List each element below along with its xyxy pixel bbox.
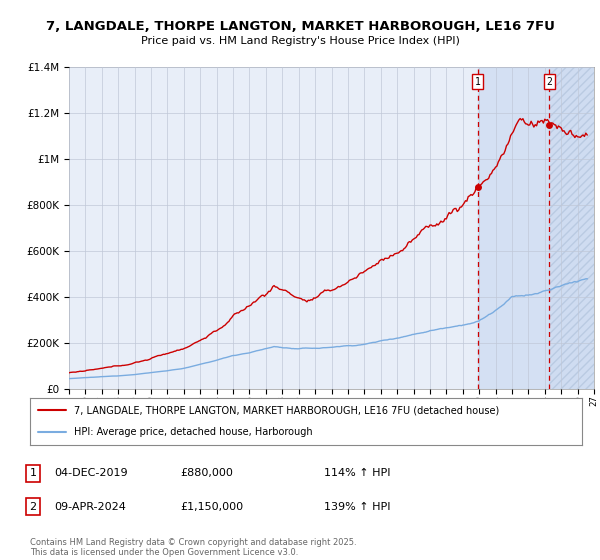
Text: 7, LANGDALE, THORPE LANGTON, MARKET HARBOROUGH, LE16 7FU: 7, LANGDALE, THORPE LANGTON, MARKET HARB… bbox=[46, 20, 554, 32]
Text: 2: 2 bbox=[29, 502, 37, 512]
Bar bbox=[478, 67, 594, 389]
Text: HPI: Average price, detached house, Harborough: HPI: Average price, detached house, Harb… bbox=[74, 427, 313, 437]
Text: 04-DEC-2019: 04-DEC-2019 bbox=[54, 468, 128, 478]
Text: Price paid vs. HM Land Registry's House Price Index (HPI): Price paid vs. HM Land Registry's House … bbox=[140, 36, 460, 46]
Text: 2: 2 bbox=[546, 77, 552, 87]
Text: £1,150,000: £1,150,000 bbox=[180, 502, 243, 512]
Text: 114% ↑ HPI: 114% ↑ HPI bbox=[324, 468, 391, 478]
Text: 09-APR-2024: 09-APR-2024 bbox=[54, 502, 126, 512]
Text: Contains HM Land Registry data © Crown copyright and database right 2025.
This d: Contains HM Land Registry data © Crown c… bbox=[30, 538, 356, 557]
Text: 1: 1 bbox=[475, 77, 481, 87]
Text: £880,000: £880,000 bbox=[180, 468, 233, 478]
Text: 1: 1 bbox=[29, 468, 37, 478]
Text: 139% ↑ HPI: 139% ↑ HPI bbox=[324, 502, 391, 512]
Bar bbox=[549, 67, 594, 389]
Text: 7, LANGDALE, THORPE LANGTON, MARKET HARBOROUGH, LE16 7FU (detached house): 7, LANGDALE, THORPE LANGTON, MARKET HARB… bbox=[74, 405, 499, 416]
